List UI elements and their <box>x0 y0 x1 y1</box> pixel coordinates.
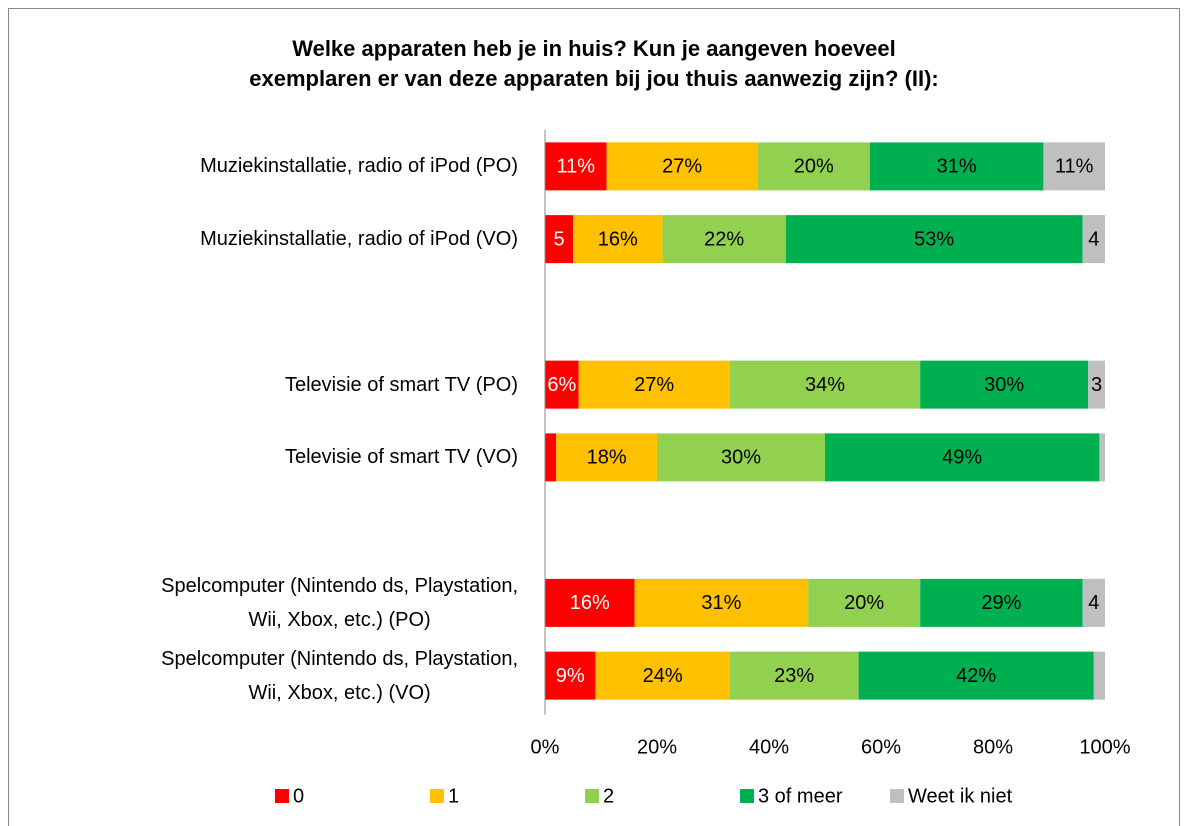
bar-segment <box>1082 578 1105 627</box>
legend-label: Weet ik niet <box>908 785 1013 807</box>
value-label: 23% <box>774 665 814 687</box>
bar-segment <box>825 433 1100 482</box>
bar-segment <box>545 578 635 627</box>
value-label: 30% <box>721 447 761 469</box>
bar-segment <box>785 215 1083 264</box>
value-label: 16% <box>598 228 638 250</box>
bar-segment <box>1088 360 1105 409</box>
bar-segment <box>808 578 921 627</box>
legend-swatch <box>430 789 444 803</box>
bar-segment <box>545 215 573 264</box>
legend-swatch <box>890 789 904 803</box>
value-label: 31% <box>937 156 977 178</box>
x-tick-label: 60% <box>861 736 901 758</box>
category-label: Spelcomputer (Nintendo ds, Playstation, … <box>161 574 518 631</box>
value-label: 3 <box>1091 374 1102 396</box>
value-label: 24% <box>643 665 683 687</box>
bar-segment <box>545 360 579 409</box>
bar-segment <box>573 215 663 264</box>
value-label: 18% <box>587 447 627 469</box>
bar-segment <box>606 142 758 191</box>
x-tick-label: 40% <box>749 736 789 758</box>
bar-segment <box>657 433 825 482</box>
legend-swatch <box>740 789 754 803</box>
value-label: 49% <box>942 447 982 469</box>
legend-label: 0 <box>293 785 304 807</box>
legend-swatch <box>585 789 599 803</box>
x-tick-label: 80% <box>973 736 1013 758</box>
value-label: 22% <box>704 228 744 250</box>
value-label: 31% <box>701 592 741 614</box>
value-label: 42% <box>956 665 996 687</box>
category-label: Muziekinstallatie, radio of iPod (PO) <box>200 155 518 178</box>
x-tick-label: 100% <box>1079 736 1130 758</box>
category-label: Muziekinstallatie, radio of iPod (VO) <box>200 228 518 251</box>
value-label: 30% <box>984 374 1024 396</box>
bar-segment <box>1093 651 1105 700</box>
chart-title: Welke apparaten heb je in huis? Kun je a… <box>249 36 939 91</box>
value-label: 20% <box>794 156 834 178</box>
value-label: 27% <box>634 374 674 396</box>
bar-segment <box>869 142 1044 191</box>
chart-frame <box>8 8 1180 826</box>
legend-label: 1 <box>448 785 459 807</box>
value-label: 5 <box>553 228 564 250</box>
value-label: 16% <box>570 592 610 614</box>
legend-label: 2 <box>603 785 614 807</box>
bar-segment <box>545 651 596 700</box>
value-label: 11% <box>557 156 596 178</box>
bar-segment <box>545 142 607 191</box>
bar-segment <box>920 578 1083 627</box>
bar-segment <box>545 433 557 482</box>
bar-segment <box>729 360 921 409</box>
value-label: 11% <box>1055 156 1094 178</box>
value-label: 6% <box>547 374 576 396</box>
bar-segment <box>578 360 730 409</box>
value-label: 4 <box>1088 592 1099 614</box>
bar-segment <box>1043 142 1105 191</box>
x-tick-label: 20% <box>637 736 677 758</box>
bar-segment <box>858 651 1094 700</box>
value-label: 53% <box>914 228 954 250</box>
value-label: 9% <box>556 665 585 687</box>
bar-segment <box>662 215 786 264</box>
bar-segment <box>556 433 657 482</box>
category-label: Televisie of smart TV (VO) <box>284 446 518 469</box>
value-label: 34% <box>805 374 845 396</box>
bar-segment <box>1082 215 1105 264</box>
category-label: Spelcomputer (Nintendo ds, Playstation, … <box>161 647 518 704</box>
bar-segment <box>1099 433 1105 482</box>
value-label: 20% <box>844 592 884 614</box>
value-label: 4 <box>1088 228 1099 250</box>
legend-swatch <box>275 789 289 803</box>
legend-label: 3 of meer <box>758 785 843 807</box>
value-label: 29% <box>981 592 1021 614</box>
value-label: 27% <box>662 156 702 178</box>
bar-segment <box>757 142 870 191</box>
bar-segment <box>920 360 1089 409</box>
bar-segment <box>634 578 809 627</box>
category-label: Televisie of smart TV (PO) <box>284 373 518 396</box>
x-tick-label: 0% <box>531 736 560 758</box>
bar-segment <box>595 651 730 700</box>
bar-segment <box>729 651 859 700</box>
